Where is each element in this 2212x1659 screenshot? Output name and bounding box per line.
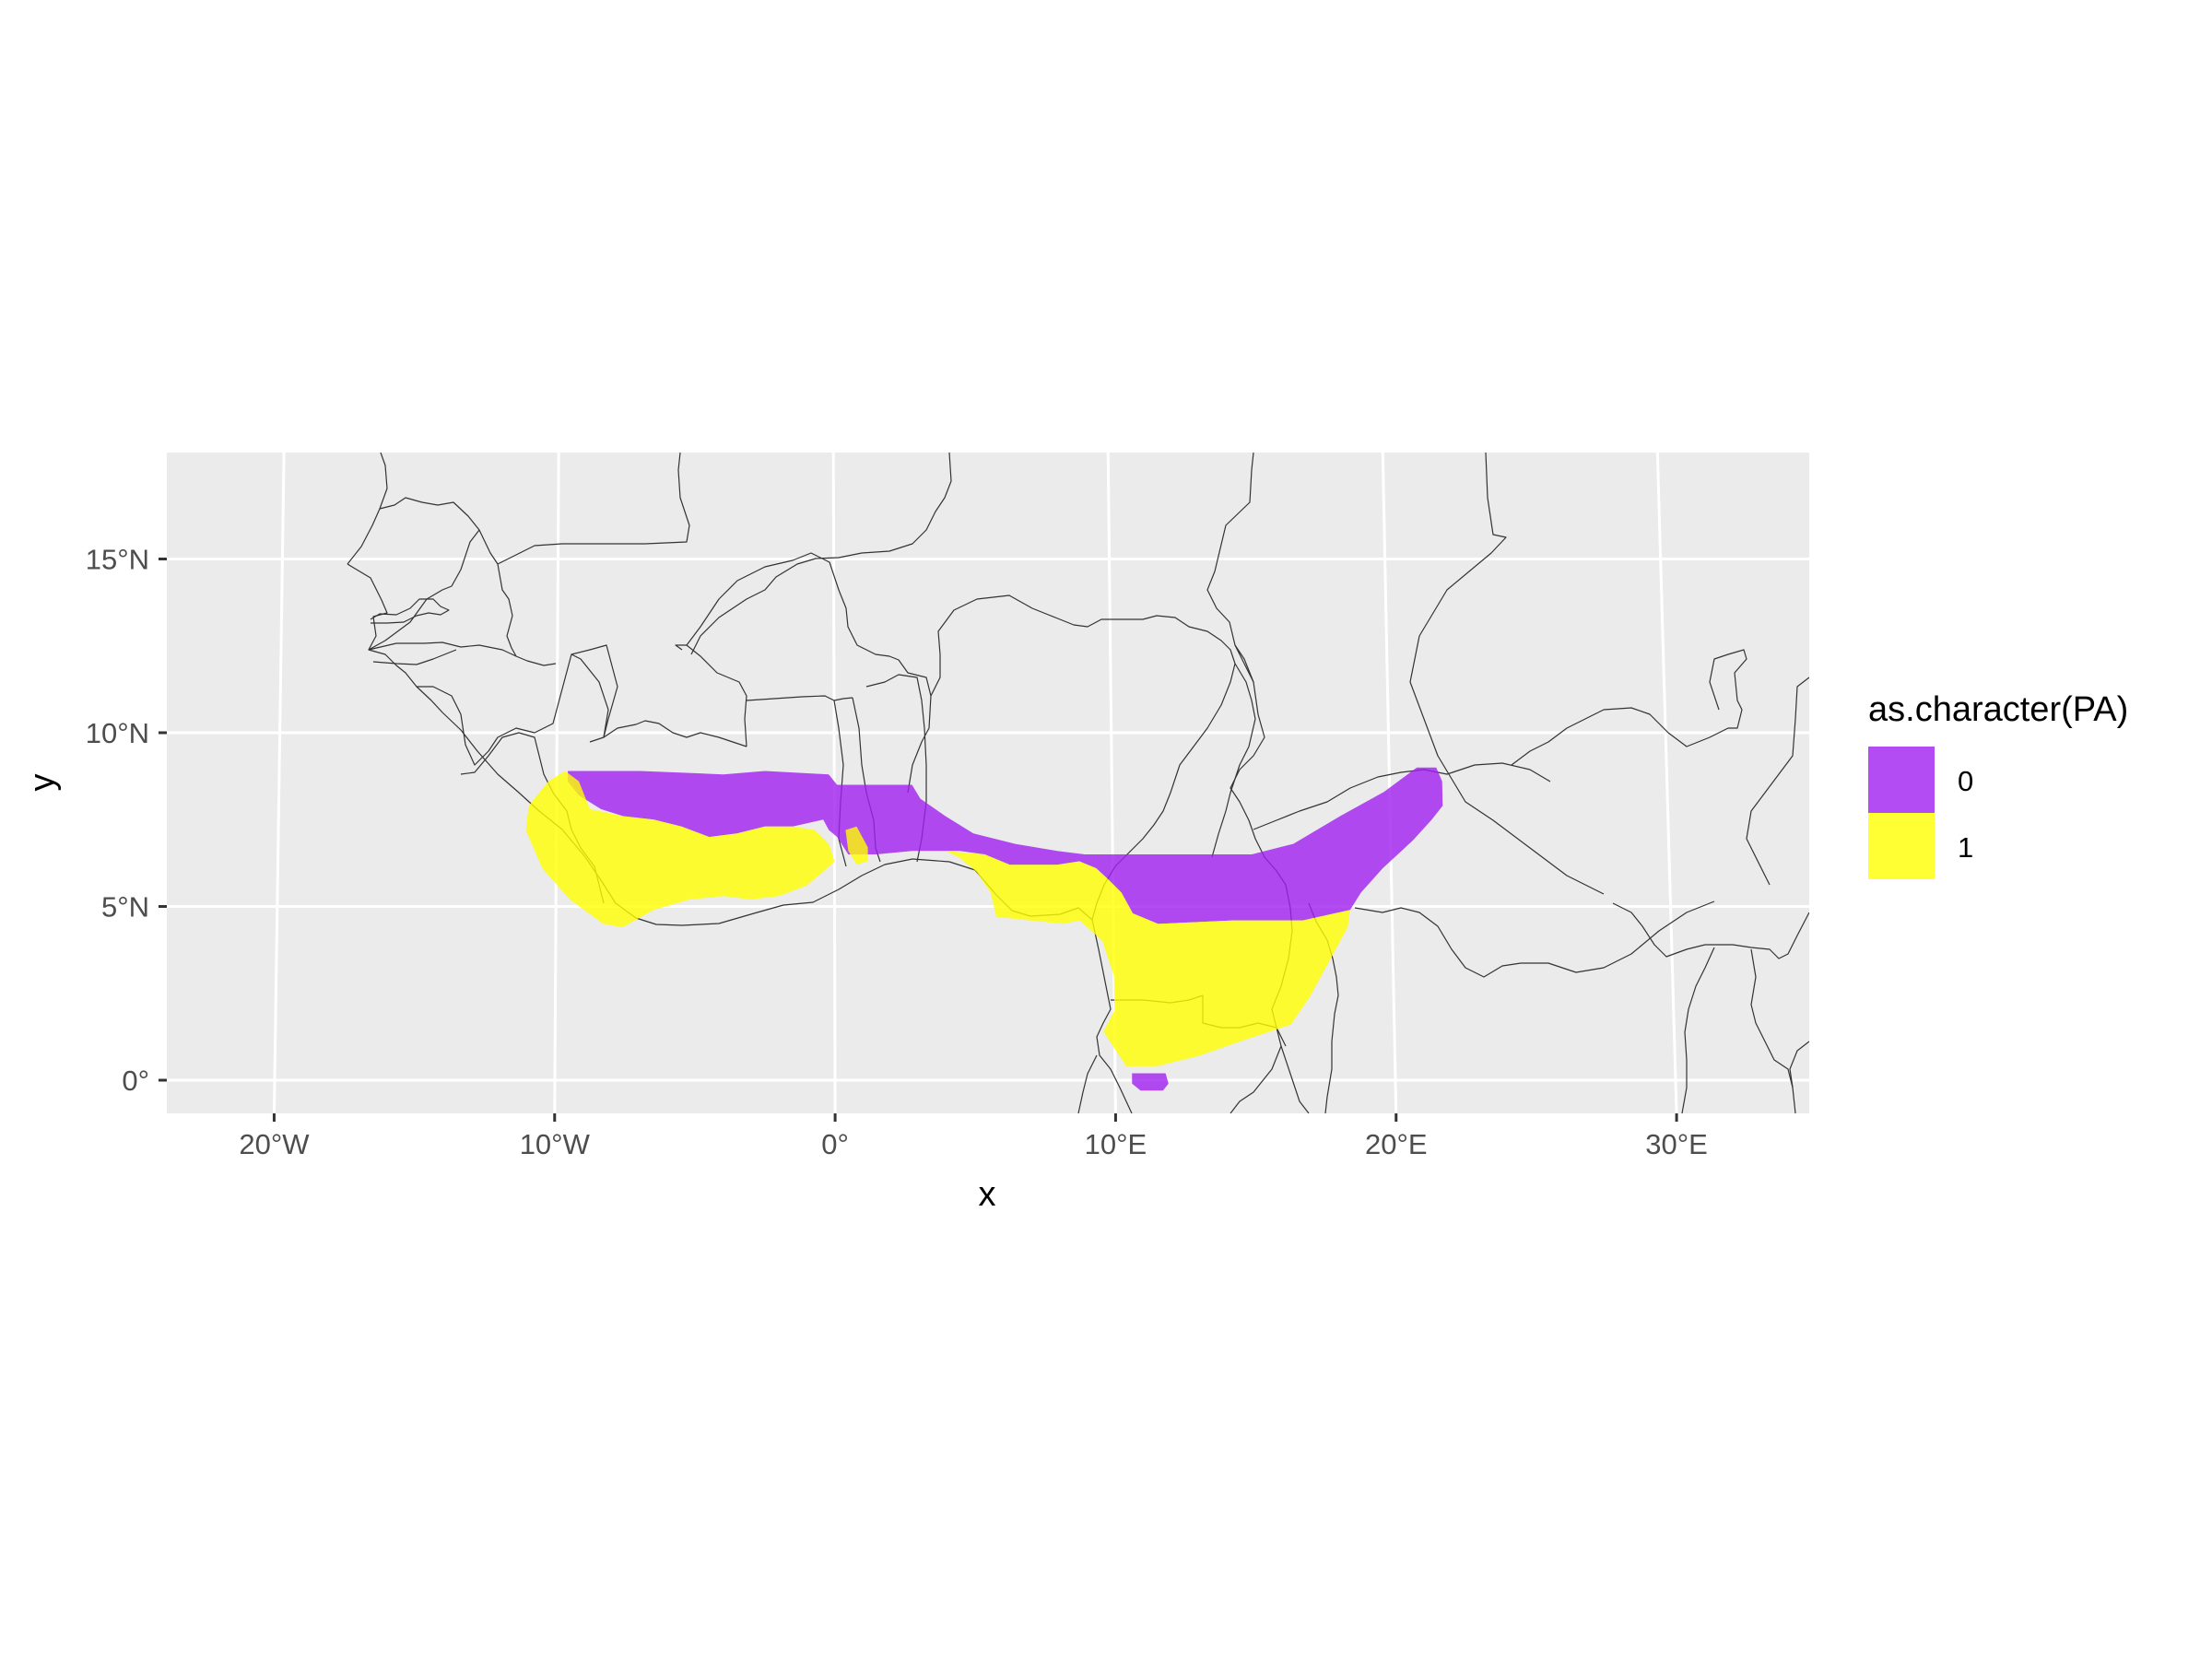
- pa-region-1: [845, 826, 868, 865]
- legend-key-1: [1868, 813, 1935, 879]
- border-niger-chad: [1206, 453, 1254, 683]
- border-sudan-south: [1612, 902, 1809, 959]
- legend-label-0: 0: [1958, 765, 1973, 797]
- meridian-line: [1655, 453, 1678, 1113]
- legend-key-0: [1868, 747, 1935, 813]
- border-car-chad: [1253, 762, 1551, 830]
- x-axis-title: x: [979, 1175, 996, 1214]
- border-guinea-sierra: [460, 732, 554, 794]
- legend: as.character(PA) 0 1: [1868, 690, 2128, 879]
- border-mali-north: [379, 453, 388, 510]
- pa-region-1: [525, 771, 835, 928]
- border-chad-sudan: [1511, 649, 1747, 766]
- axes: 20°W 10°W 0° 10°E 20°E 30°E 0° 5°N 10°N 15°N: [86, 544, 1708, 1161]
- pa-region-0: [1132, 1073, 1169, 1091]
- country-borders: [347, 453, 1809, 1113]
- border-nigeria: [930, 594, 1236, 697]
- y-tick-label: 0°: [122, 1065, 149, 1097]
- border-east: [1789, 1041, 1809, 1088]
- legend-label-1: 1: [1958, 831, 1973, 864]
- border-senegal: [368, 529, 480, 651]
- border-algeria-niger: [690, 453, 952, 655]
- x-tick-label: 10°E: [1085, 1128, 1147, 1160]
- coastline-west-africa: [347, 563, 1133, 1113]
- border-uganda-kenya: [1750, 948, 1796, 1113]
- panel-background: [167, 453, 1809, 1113]
- border-guinea-bissau: [372, 649, 457, 665]
- border-senegal-mali: [368, 641, 517, 657]
- border-car-south: [1354, 900, 1715, 978]
- border-niger-chad-lake: [1211, 663, 1256, 858]
- legend-title: as.character(PA): [1868, 690, 2128, 729]
- x-tick-label: 30°E: [1645, 1128, 1708, 1160]
- border-gambia: [370, 598, 450, 624]
- x-tick-label: 20°W: [239, 1128, 310, 1160]
- border-burkina-north: [686, 552, 932, 794]
- border-mauritania-mali: [347, 497, 557, 666]
- x-tick-label: 20°E: [1365, 1128, 1428, 1160]
- meridian-line: [272, 453, 286, 1113]
- border-burkina-ghana: [746, 695, 853, 701]
- x-tick-label: 10°W: [520, 1128, 591, 1160]
- border-mali-algeria: [497, 453, 690, 565]
- pa-region-1: [946, 851, 1350, 1066]
- border-drc-uganda: [1681, 947, 1715, 1113]
- border-mali-burkina: [675, 644, 747, 747]
- y-tick-label: 15°N: [86, 544, 149, 576]
- y-axis-title: y: [23, 774, 62, 792]
- border-chad-libya: [1409, 453, 1605, 895]
- graticule: [167, 453, 1809, 1113]
- border-congo: [1280, 1045, 1310, 1113]
- border-guinea: [417, 653, 609, 766]
- x-tick-label: 0°: [821, 1128, 849, 1160]
- border-sudan-north: [1746, 677, 1809, 886]
- border-congo-west: [1077, 1054, 1098, 1113]
- y-tick-label: 10°N: [86, 717, 149, 749]
- pa-raster: [525, 767, 1443, 1091]
- border-ghana-west: [833, 700, 847, 867]
- meridian-line: [1381, 453, 1398, 1113]
- border-mali-south: [571, 644, 747, 747]
- pa-region-0: [568, 767, 1443, 924]
- y-tick-label: 5°N: [101, 891, 149, 924]
